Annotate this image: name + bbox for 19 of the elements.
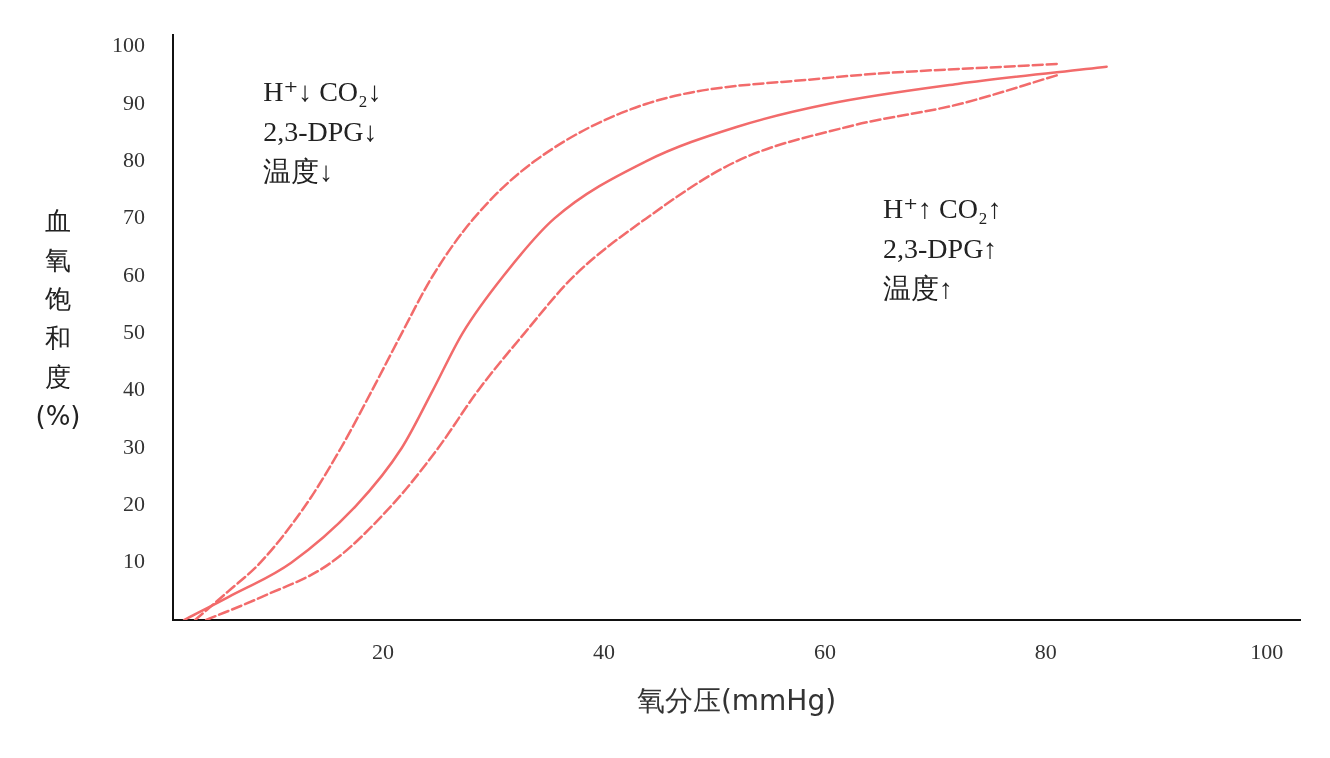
y-tick-label: 30 [123, 433, 145, 459]
y-tick-label: 100 [112, 32, 145, 58]
x-tick-label: 60 [813, 638, 836, 664]
x-axis-title: 氧分压(mmHg) [636, 684, 837, 718]
y-tick-label: 60 [123, 261, 145, 287]
y-tick-label: 80 [123, 147, 145, 173]
y-tick-label: 40 [123, 376, 145, 402]
annotation: H⁺↓ CO₂↓ 2,3-DPG↓ 温度↓ [263, 76, 382, 188]
y-tick-label: 70 [123, 204, 145, 230]
y-tick-label: 10 [123, 548, 145, 574]
x-tick-label: 100 [1250, 638, 1284, 664]
x-tick-label: 20 [371, 638, 394, 664]
x-tick-label: 40 [592, 638, 615, 664]
y-tick-label: 20 [123, 491, 145, 517]
y-axis-title: 血氧饱和度(%) [35, 205, 81, 431]
y-tick-label: 90 [123, 89, 145, 115]
x-tick-label: 80 [1034, 638, 1057, 664]
y-tick-label: 50 [123, 319, 145, 345]
annotation: H⁺↑ CO₂↑ 2,3-DPG↑ 温度↑ [883, 193, 1002, 304]
